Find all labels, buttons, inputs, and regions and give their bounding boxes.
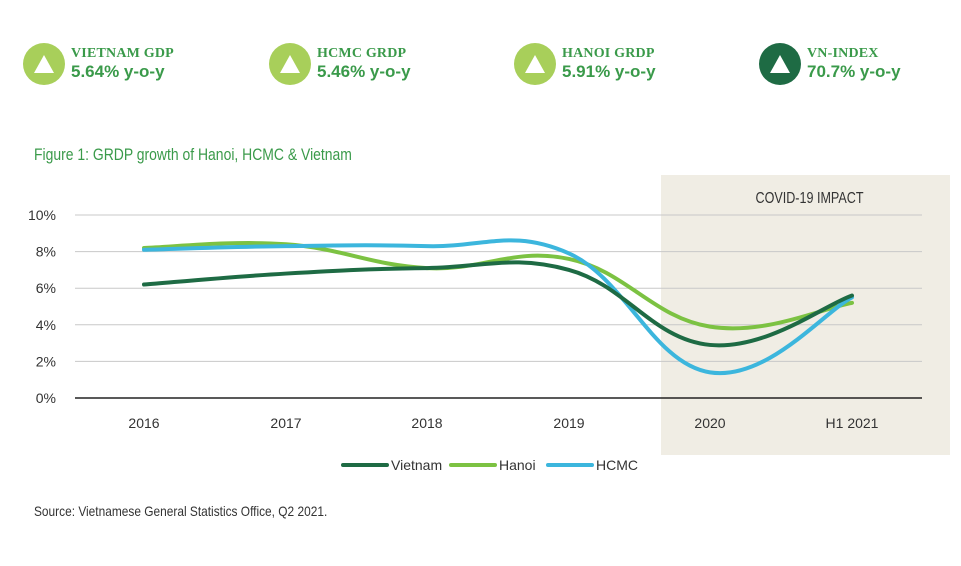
kpi-value: 5.46% y-o-y — [317, 62, 411, 81]
legend-label-hanoi: Hanoi — [499, 457, 536, 473]
y-tick-label: 10% — [28, 207, 56, 223]
kpi-hanoi-grdp: HANOI GRDP 5.91% y-o-y — [514, 38, 656, 90]
y-tick-label: 2% — [36, 353, 56, 369]
legend-label-hcmc: HCMC — [596, 457, 638, 473]
kpi-value: 5.64% y-o-y — [71, 62, 165, 81]
legend-label-vietnam: Vietnam — [391, 457, 442, 473]
kpi-vietnam-gdp: VIETNAM GDP 5.64% y-o-y — [23, 38, 174, 90]
kpi-label: VIETNAM GDP — [71, 46, 174, 61]
source-note: Source: Vietnamese General Statistics Of… — [34, 503, 328, 519]
up-triangle-icon — [23, 43, 65, 85]
kpi-label: VN-INDEX — [807, 46, 879, 61]
y-tick-label: 4% — [36, 317, 56, 333]
kpi-vn-index: VN-INDEX 70.7% y-o-y — [759, 38, 901, 90]
x-tick-label: 2018 — [411, 415, 442, 431]
kpi-row: VIETNAM GDP 5.64% y-o-y HCMC GRDP 5.46% … — [0, 0, 961, 100]
series-line-hcmc — [142, 238, 854, 376]
up-triangle-icon — [269, 43, 311, 85]
y-tick-label: 0% — [36, 390, 56, 406]
x-tick-label: H1 2021 — [826, 415, 879, 431]
x-tick-label: 2017 — [270, 415, 301, 431]
line-chart: COVID-19 IMPACT 0% 2% 4% 6% 8% 10% 2016 2017 2018… — [28, 175, 950, 473]
series-line-hanoi — [142, 241, 854, 331]
up-triangle-icon — [514, 43, 556, 85]
kpi-value: 5.91% y-o-y — [562, 62, 656, 81]
x-tick-label: 2020 — [694, 415, 725, 431]
kpi-value: 70.7% y-o-y — [807, 62, 901, 81]
series-line-vietnam — [142, 260, 854, 348]
covid-impact-label: COVID-19 IMPACT — [756, 190, 864, 207]
kpi-label: HCMC GRDP — [317, 46, 407, 61]
x-tick-label: 2016 — [128, 415, 159, 431]
up-triangle-icon — [759, 43, 801, 85]
y-tick-label: 8% — [36, 244, 56, 260]
figure-title: Figure 1: GRDP growth of Hanoi, HCMC & V… — [34, 145, 352, 164]
x-tick-label: 2019 — [553, 415, 584, 431]
kpi-label: HANOI GRDP — [562, 46, 655, 61]
y-tick-label: 6% — [36, 280, 56, 296]
kpi-hcmc-grdp: HCMC GRDP 5.46% y-o-y — [269, 38, 411, 90]
